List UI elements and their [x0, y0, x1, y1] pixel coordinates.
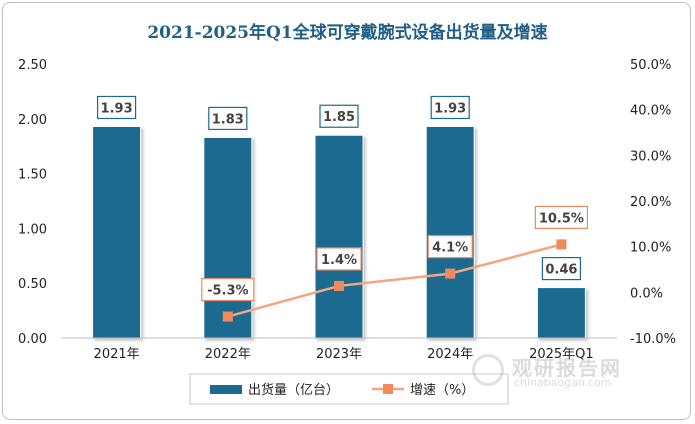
line-label-box [201, 277, 255, 302]
bar-label-box [541, 256, 582, 281]
bar-series: 1.93 1.83 1.85 1.93 0.46 [92, 95, 586, 339]
line-point [556, 239, 567, 250]
bar [314, 134, 364, 339]
bar-label-box [430, 95, 470, 120]
line-data-label: 1.4% [321, 253, 357, 268]
chart-title: 2021-2025年Q1全球可穿戴腕式设备出货量及增速 [147, 23, 548, 43]
x-tick-label: 2024年 [427, 347, 473, 362]
bar-data-label: 1.85 [323, 110, 355, 125]
legend-bar-swatch [210, 385, 242, 394]
bar-label-box [319, 104, 359, 128]
line-label-box [427, 235, 473, 259]
line-data-label: 10.5% [539, 211, 584, 226]
line-data-label: -5.3% [207, 284, 248, 299]
growth-line [227, 243, 562, 318]
y-right-tick-label: 0.0% [630, 286, 663, 301]
bar-data-label: 1.93 [101, 101, 133, 116]
x-tick-label: 2022年 [205, 347, 251, 362]
y-right-tick-label: 10.0% [630, 241, 671, 256]
bar [203, 136, 253, 339]
line-series: -5.3% 1.4% 4.1% 10.5% [201, 205, 589, 322]
legend-bar-label: 出货量（亿台） [248, 382, 339, 398]
bar-data-label: 1.83 [212, 112, 244, 127]
legend-box [189, 373, 509, 405]
line-point [334, 280, 344, 291]
y-left-tick-label: 1.50 [18, 168, 47, 183]
y-axis-left: 0.00 0.50 1.00 1.50 2.00 2.50 [18, 58, 47, 347]
y-right-tick-label: -10.0% [630, 332, 676, 347]
bar [536, 287, 586, 339]
bar-data-label: 1.93 [434, 101, 466, 116]
x-tick-label: 2021年 [94, 347, 140, 362]
line-point [222, 311, 233, 322]
y-left-tick-label: 0.00 [18, 332, 47, 347]
line-label-box [534, 205, 589, 229]
bar [425, 125, 475, 339]
bar-label-box [208, 106, 248, 131]
bar [92, 125, 142, 339]
y-right-tick-label: 50.0% [630, 58, 671, 73]
y-right-tick-label: 40.0% [630, 104, 671, 119]
y-right-tick-label: 30.0% [630, 149, 671, 164]
legend-line-label: 增速（%） [410, 383, 474, 398]
y-left-tick-label: 0.50 [18, 277, 47, 292]
legend-line-marker [383, 384, 393, 394]
x-tick-label: 2023年 [316, 347, 362, 362]
y-axis-right: -10.0% 0.0% 10.0% 20.0% 30.0% 40.0% 50.0% [630, 58, 676, 347]
line-data-label: 4.1% [432, 241, 468, 256]
y-left-tick-label: 2.50 [18, 58, 47, 73]
legend: 出货量（亿台） 增速（%） [189, 373, 509, 405]
line-label-box [316, 247, 362, 271]
y-left-tick-label: 1.00 [18, 222, 47, 237]
x-tick-label: 2025年Q1 [529, 347, 594, 362]
bar-data-label: 0.46 [545, 263, 577, 278]
x-axis: 2021年 2022年 2023年 2024年 2025年Q1 [61, 337, 617, 362]
line-point [445, 268, 456, 279]
y-right-tick-label: 20.0% [630, 195, 671, 210]
bar-label-box [96, 95, 137, 120]
y-left-tick-label: 2.00 [18, 113, 47, 128]
